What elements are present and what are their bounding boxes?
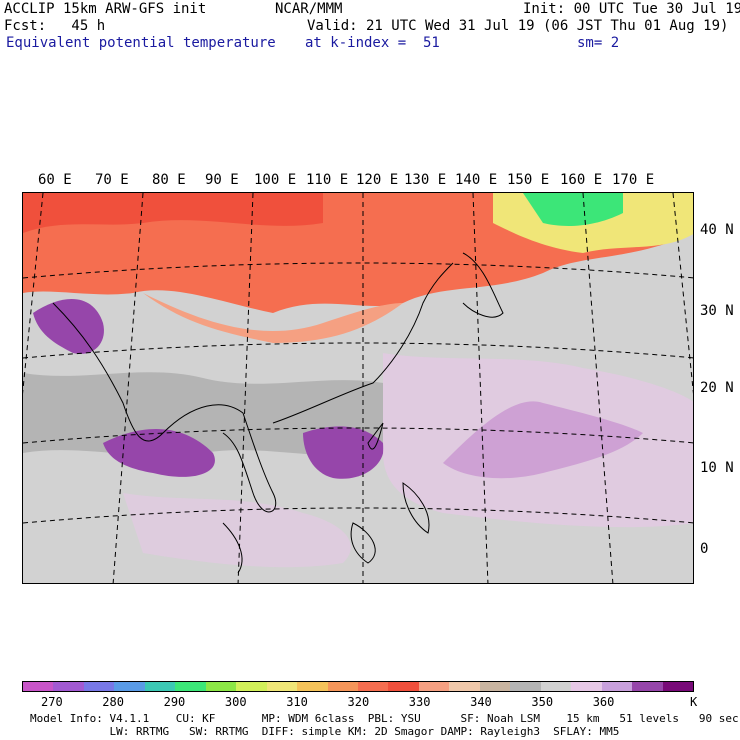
colorbar-swatch [357,682,389,691]
colorbar [22,681,694,692]
latitude-label: 40 N [700,222,734,238]
colorbar-swatch [266,682,298,691]
colorbar-swatch [175,682,206,691]
longitude-label: 60 E [38,172,72,188]
colorbar-swatch [540,682,572,691]
colorbar-swatch [327,682,358,691]
longitude-label: 160 E [560,172,603,188]
footer-model-info: Model Info: V4.1.1 CU: KF MP: WDM 6class… [30,712,739,725]
org-label: NCAR/MMM [275,1,343,17]
latitude-label: 30 N [700,303,734,319]
colorbar-swatch [510,682,541,691]
longitude-label: 120 E [356,172,399,188]
colorbar-unit: K [690,695,698,709]
colorbar-swatch [632,682,663,691]
colorbar-tick-label: 270 [41,695,63,709]
colorbar-swatch [53,682,84,691]
longitude-label: 150 E [507,172,550,188]
colorbar-tick-label: 330 [408,695,431,709]
forecast-hour: Fcst: 45 h [4,18,106,34]
colorbar-swatch [83,682,115,691]
latitude-label: 20 N [700,380,734,396]
colorbar-swatch [662,682,693,691]
longitude-label: 110 E [306,172,349,188]
colorbar-swatch [114,682,145,691]
longitude-label: 170 E [612,172,655,188]
latitude-label: 0 [700,541,709,557]
latitude-label: 10 N [700,460,734,476]
colorbar-tick-label: 320 [347,695,370,709]
longitude-label: 140 E [455,172,498,188]
colorbar-swatch [571,682,602,691]
colorbar-tick-label: 290 [163,695,186,709]
colorbar-swatch [144,682,176,691]
colorbar-swatch [205,682,237,691]
valid-time: Valid: 21 UTC Wed 31 Jul 19 (06 JST Thu … [307,18,729,34]
model-title: ACCLIP 15km ARW-GFS init [4,1,207,17]
level-label: at k-index = 51 [305,35,440,51]
colorbar-tick-label: 340 [470,695,492,709]
colorbar-tick-label: 300 [224,695,247,709]
colorbar-tick-label: 280 [102,695,124,709]
theta-e-map [23,193,693,583]
colorbar-swatch [388,682,419,691]
map-panel [22,192,694,584]
colorbar-swatch [601,682,633,691]
colorbar-swatch [449,682,480,691]
colorbar-swatch [418,682,450,691]
smoothing-label: sm= 2 [577,35,620,51]
longitude-label: 70 E [95,172,129,188]
colorbar-swatch [236,682,267,691]
init-time: Init: 00 UTC Tue 30 Jul 19 [523,1,740,17]
colorbar-tick-label: 360 [592,695,615,709]
longitude-label: 90 E [205,172,239,188]
colorbar-swatch [23,682,54,691]
footer-physics: LW: RRTMG SW: RRTMG DIFF: simple KM: 2D … [30,725,620,738]
longitude-label: 130 E [404,172,447,188]
colorbar-swatch [479,682,511,691]
colorbar-swatch [297,682,328,691]
field-name: Equivalent potential temperature [6,35,276,51]
colorbar-tick-label: 350 [531,695,554,709]
longitude-label: 80 E [152,172,186,188]
colorbar-tick-label: 310 [286,695,308,709]
longitude-label: 100 E [254,172,297,188]
